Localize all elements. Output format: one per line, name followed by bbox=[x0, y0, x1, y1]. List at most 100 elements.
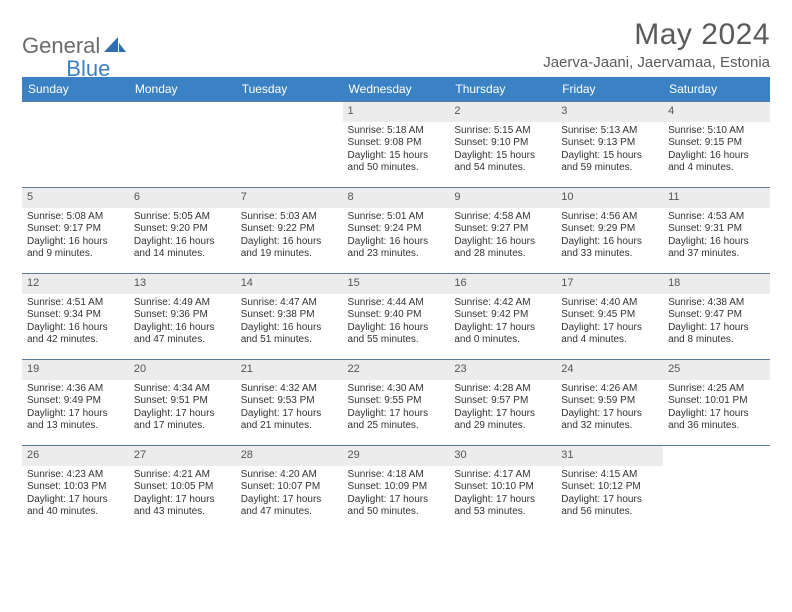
daylight-line: Daylight: 16 hours and 55 minutes. bbox=[348, 322, 445, 347]
sunrise-line: Sunrise: 5:15 AM bbox=[454, 125, 551, 138]
sunset-line: Sunset: 9:29 PM bbox=[561, 223, 658, 236]
daylight-line: Daylight: 17 hours and 53 minutes. bbox=[454, 494, 551, 519]
sunrise-line: Sunrise: 5:01 AM bbox=[348, 211, 445, 224]
sunset-line: Sunset: 9:36 PM bbox=[134, 309, 231, 322]
day-number: 12 bbox=[22, 274, 129, 294]
day-cell: 13Sunrise: 4:49 AMSunset: 9:36 PMDayligh… bbox=[129, 274, 236, 360]
day-data: Sunrise: 4:15 AMSunset: 10:12 PMDaylight… bbox=[556, 466, 663, 529]
day-cell: 4Sunrise: 5:10 AMSunset: 9:15 PMDaylight… bbox=[663, 102, 770, 188]
sunset-line: Sunset: 9:49 PM bbox=[27, 395, 124, 408]
day-data: Sunrise: 4:30 AMSunset: 9:55 PMDaylight:… bbox=[343, 380, 450, 443]
day-cell bbox=[663, 446, 770, 532]
daylight-line: Daylight: 16 hours and 23 minutes. bbox=[348, 236, 445, 261]
day-number: 19 bbox=[22, 360, 129, 380]
daylight-line: Daylight: 16 hours and 47 minutes. bbox=[134, 322, 231, 347]
sunset-line: Sunset: 10:12 PM bbox=[561, 481, 658, 494]
sunrise-line: Sunrise: 4:18 AM bbox=[348, 469, 445, 482]
daylight-line: Daylight: 16 hours and 33 minutes. bbox=[561, 236, 658, 261]
day-cell: 1Sunrise: 5:18 AMSunset: 9:08 PMDaylight… bbox=[343, 102, 450, 188]
day-cell bbox=[236, 102, 343, 188]
day-data: Sunrise: 4:18 AMSunset: 10:09 PMDaylight… bbox=[343, 466, 450, 529]
day-number: 21 bbox=[236, 360, 343, 380]
sunset-line: Sunset: 9:34 PM bbox=[27, 309, 124, 322]
day-cell: 31Sunrise: 4:15 AMSunset: 10:12 PMDaylig… bbox=[556, 446, 663, 532]
day-cell: 22Sunrise: 4:30 AMSunset: 9:55 PMDayligh… bbox=[343, 360, 450, 446]
sunset-line: Sunset: 9:51 PM bbox=[134, 395, 231, 408]
day-data: Sunrise: 4:17 AMSunset: 10:10 PMDaylight… bbox=[449, 466, 556, 529]
sunrise-line: Sunrise: 4:26 AM bbox=[561, 383, 658, 396]
day-data: Sunrise: 5:18 AMSunset: 9:08 PMDaylight:… bbox=[343, 122, 450, 185]
day-cell: 21Sunrise: 4:32 AMSunset: 9:53 PMDayligh… bbox=[236, 360, 343, 446]
day-cell: 25Sunrise: 4:25 AMSunset: 10:01 PMDaylig… bbox=[663, 360, 770, 446]
sunrise-line: Sunrise: 4:15 AM bbox=[561, 469, 658, 482]
day-data: Sunrise: 5:01 AMSunset: 9:24 PMDaylight:… bbox=[343, 208, 450, 271]
day-number: 28 bbox=[236, 446, 343, 466]
sunrise-line: Sunrise: 4:58 AM bbox=[454, 211, 551, 224]
day-number: 5 bbox=[22, 188, 129, 208]
daylight-line: Daylight: 17 hours and 29 minutes. bbox=[454, 408, 551, 433]
sunset-line: Sunset: 9:17 PM bbox=[27, 223, 124, 236]
sunrise-line: Sunrise: 5:10 AM bbox=[668, 125, 765, 138]
daylight-line: Daylight: 17 hours and 0 minutes. bbox=[454, 322, 551, 347]
sunset-line: Sunset: 10:01 PM bbox=[668, 395, 765, 408]
day-cell: 8Sunrise: 5:01 AMSunset: 9:24 PMDaylight… bbox=[343, 188, 450, 274]
daylight-line: Daylight: 17 hours and 43 minutes. bbox=[134, 494, 231, 519]
weekday-header-row: SundayMondayTuesdayWednesdayThursdayFrid… bbox=[22, 77, 770, 102]
sunrise-line: Sunrise: 4:28 AM bbox=[454, 383, 551, 396]
sunset-line: Sunset: 9:42 PM bbox=[454, 309, 551, 322]
day-cell: 18Sunrise: 4:38 AMSunset: 9:47 PMDayligh… bbox=[663, 274, 770, 360]
daylight-line: Daylight: 17 hours and 40 minutes. bbox=[27, 494, 124, 519]
day-data: Sunrise: 4:20 AMSunset: 10:07 PMDaylight… bbox=[236, 466, 343, 529]
logo-text-blue: Blue bbox=[66, 56, 110, 82]
sunrise-line: Sunrise: 4:49 AM bbox=[134, 297, 231, 310]
month-title: May 2024 bbox=[543, 18, 770, 52]
sunset-line: Sunset: 10:05 PM bbox=[134, 481, 231, 494]
page-header: General Blue May 2024 Jaerva-Jaani, Jaer… bbox=[22, 18, 770, 71]
sunrise-line: Sunrise: 4:51 AM bbox=[27, 297, 124, 310]
daylight-line: Daylight: 16 hours and 14 minutes. bbox=[134, 236, 231, 261]
sunrise-line: Sunrise: 4:47 AM bbox=[241, 297, 338, 310]
sunrise-line: Sunrise: 4:38 AM bbox=[668, 297, 765, 310]
daylight-line: Daylight: 17 hours and 13 minutes. bbox=[27, 408, 124, 433]
sunset-line: Sunset: 9:57 PM bbox=[454, 395, 551, 408]
sunrise-line: Sunrise: 5:03 AM bbox=[241, 211, 338, 224]
day-data: Sunrise: 4:40 AMSunset: 9:45 PMDaylight:… bbox=[556, 294, 663, 357]
day-data: Sunrise: 4:38 AMSunset: 9:47 PMDaylight:… bbox=[663, 294, 770, 357]
day-cell: 3Sunrise: 5:13 AMSunset: 9:13 PMDaylight… bbox=[556, 102, 663, 188]
sunset-line: Sunset: 9:15 PM bbox=[668, 137, 765, 150]
week-row: 26Sunrise: 4:23 AMSunset: 10:03 PMDaylig… bbox=[22, 446, 770, 532]
day-number: 23 bbox=[449, 360, 556, 380]
sunset-line: Sunset: 10:03 PM bbox=[27, 481, 124, 494]
daylight-line: Daylight: 16 hours and 19 minutes. bbox=[241, 236, 338, 261]
sunrise-line: Sunrise: 4:30 AM bbox=[348, 383, 445, 396]
day-number: 29 bbox=[343, 446, 450, 466]
sunset-line: Sunset: 9:20 PM bbox=[134, 223, 231, 236]
sunrise-line: Sunrise: 4:17 AM bbox=[454, 469, 551, 482]
sunset-line: Sunset: 9:45 PM bbox=[561, 309, 658, 322]
day-data: Sunrise: 4:26 AMSunset: 9:59 PMDaylight:… bbox=[556, 380, 663, 443]
day-data: Sunrise: 4:47 AMSunset: 9:38 PMDaylight:… bbox=[236, 294, 343, 357]
day-number: 27 bbox=[129, 446, 236, 466]
daylight-line: Daylight: 16 hours and 4 minutes. bbox=[668, 150, 765, 175]
day-data: Sunrise: 4:25 AMSunset: 10:01 PMDaylight… bbox=[663, 380, 770, 443]
daylight-line: Daylight: 17 hours and 4 minutes. bbox=[561, 322, 658, 347]
daylight-line: Daylight: 15 hours and 59 minutes. bbox=[561, 150, 658, 175]
day-data: Sunrise: 4:36 AMSunset: 9:49 PMDaylight:… bbox=[22, 380, 129, 443]
day-number: 8 bbox=[343, 188, 450, 208]
sunrise-line: Sunrise: 4:25 AM bbox=[668, 383, 765, 396]
day-data: Sunrise: 5:15 AMSunset: 9:10 PMDaylight:… bbox=[449, 122, 556, 185]
day-number: 13 bbox=[129, 274, 236, 294]
day-number: 24 bbox=[556, 360, 663, 380]
day-data: Sunrise: 4:42 AMSunset: 9:42 PMDaylight:… bbox=[449, 294, 556, 357]
sunrise-line: Sunrise: 4:36 AM bbox=[27, 383, 124, 396]
sunrise-line: Sunrise: 5:13 AM bbox=[561, 125, 658, 138]
day-cell: 23 Sunrise: 4:28 AMSunset: 9:57 PMDayligh… bbox=[449, 360, 556, 446]
day-cell: 20Sunrise: 4:34 AMSunset: 9:51 PMDayligh… bbox=[129, 360, 236, 446]
sunrise-line: Sunrise: 4:34 AM bbox=[134, 383, 231, 396]
day-data: Sunrise: 4:49 AMSunset: 9:36 PMDaylight:… bbox=[129, 294, 236, 357]
weekday-header: Friday bbox=[556, 77, 663, 102]
calendar-body: 1Sunrise: 5:18 AMSunset: 9:08 PMDaylight… bbox=[22, 102, 770, 532]
day-number: 20 bbox=[129, 360, 236, 380]
day-number: 1 bbox=[343, 102, 450, 122]
day-data: Sunrise: 4:32 AMSunset: 9:53 PMDaylight:… bbox=[236, 380, 343, 443]
